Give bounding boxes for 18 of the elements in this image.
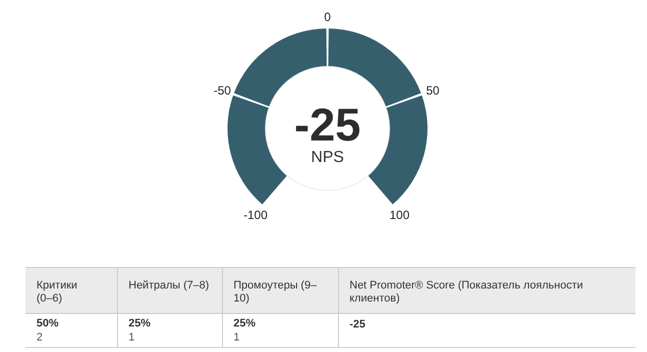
text: 1 — [234, 332, 240, 344]
text: -25 — [350, 318, 366, 330]
text: 25% — [128, 318, 151, 330]
text: Промоутеры (9–10) — [234, 280, 318, 304]
text: 1 — [128, 332, 135, 344]
text: 0 — [324, 10, 332, 24]
text: 100 — [389, 208, 410, 222]
text: 2 — [36, 332, 43, 344]
text: Критики (0–6) — [36, 280, 78, 304]
text: Net Promoter® Score (Показатель лояльности клиентов) — [350, 280, 584, 304]
text: -100 — [244, 208, 268, 222]
text: -25 — [294, 98, 361, 150]
text: NPS — [311, 149, 344, 166]
text: 50% — [36, 318, 59, 330]
text: 25% — [234, 318, 256, 330]
text: Нейтралы (7–8) — [128, 280, 210, 292]
text: 50 — [426, 84, 440, 98]
text: -50 — [214, 84, 232, 98]
